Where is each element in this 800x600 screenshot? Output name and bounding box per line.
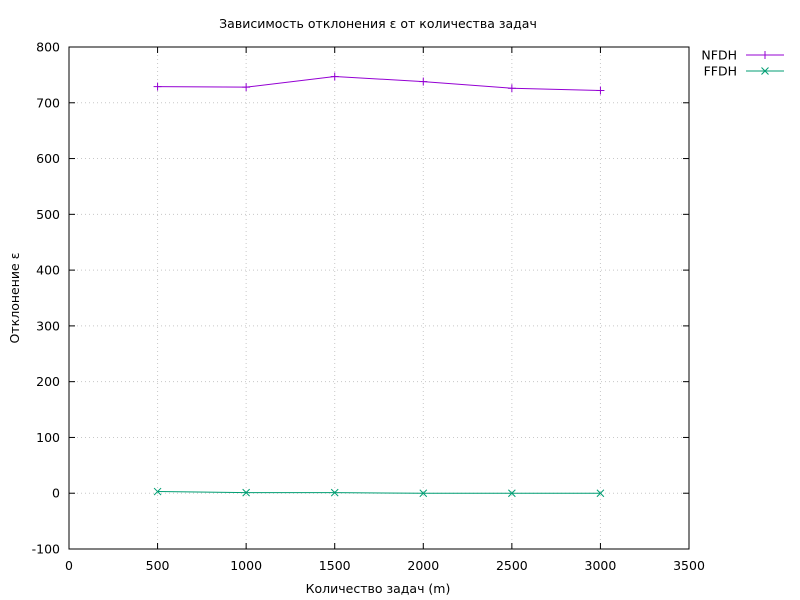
legend-item-nfdh: NFDH bbox=[701, 48, 784, 63]
x-tick-label: 500 bbox=[146, 558, 170, 573]
x-tick-label: 3000 bbox=[585, 558, 617, 573]
plot-frame bbox=[68, 46, 690, 550]
x-tick-label: 2000 bbox=[407, 558, 439, 573]
y-axis: -100 0 100 200 300 400 500 600 700 800 bbox=[32, 40, 689, 557]
data-point-nfdh bbox=[330, 72, 339, 81]
legend-item-ffdh: FFDH bbox=[704, 64, 784, 79]
y-tick-label: 500 bbox=[36, 207, 60, 222]
x-axis: 0 500 1000 1500 2000 2500 3000 3500 bbox=[65, 47, 705, 573]
data-point-ffdh bbox=[153, 487, 162, 496]
y-tick-label: 800 bbox=[36, 40, 60, 55]
legend-marker-ffdh bbox=[761, 67, 769, 75]
data-point-nfdh bbox=[242, 83, 251, 92]
y-tick-label: 0 bbox=[52, 486, 60, 501]
data-point-ffdh bbox=[596, 489, 605, 498]
data-point-ffdh bbox=[508, 489, 516, 498]
legend-label-ffdh: FFDH bbox=[704, 64, 737, 79]
y-tick-label: 600 bbox=[36, 151, 60, 166]
data-point-ffdh bbox=[330, 488, 339, 497]
x-tick-label: 3500 bbox=[673, 558, 705, 573]
legend-marker-nfdh bbox=[761, 51, 769, 59]
y-axis-label: Отклонение ε bbox=[7, 253, 22, 344]
x-tick-label: 1000 bbox=[230, 558, 262, 573]
data-point-nfdh bbox=[419, 77, 428, 86]
series-line-ffdh bbox=[157, 491, 601, 494]
y-tick-label: 100 bbox=[36, 430, 60, 445]
data-point-ffdh bbox=[242, 488, 250, 497]
grid bbox=[69, 47, 689, 549]
y-tick-label: 300 bbox=[36, 318, 60, 333]
y-tick-label: -100 bbox=[32, 542, 60, 557]
y-tick-label: 400 bbox=[36, 263, 60, 278]
chart-title: Зависимость отклонения ε от количества з… bbox=[219, 16, 537, 31]
data-point-nfdh bbox=[596, 86, 605, 95]
x-tick-label: 2500 bbox=[496, 558, 528, 573]
x-axis-label: Количество задач (m) bbox=[306, 581, 451, 596]
data-point-ffdh bbox=[419, 489, 428, 498]
legend-label-nfdh: NFDH bbox=[701, 48, 737, 63]
data-point-nfdh bbox=[153, 82, 162, 91]
x-tick-label: 1500 bbox=[319, 558, 351, 573]
y-tick-label: 200 bbox=[36, 374, 60, 389]
series-line-nfdh bbox=[157, 76, 601, 92]
y-tick-label: 700 bbox=[36, 95, 60, 110]
data-point-nfdh bbox=[507, 84, 516, 93]
series-layer bbox=[153, 72, 605, 498]
x-tick-label: 0 bbox=[65, 558, 73, 573]
